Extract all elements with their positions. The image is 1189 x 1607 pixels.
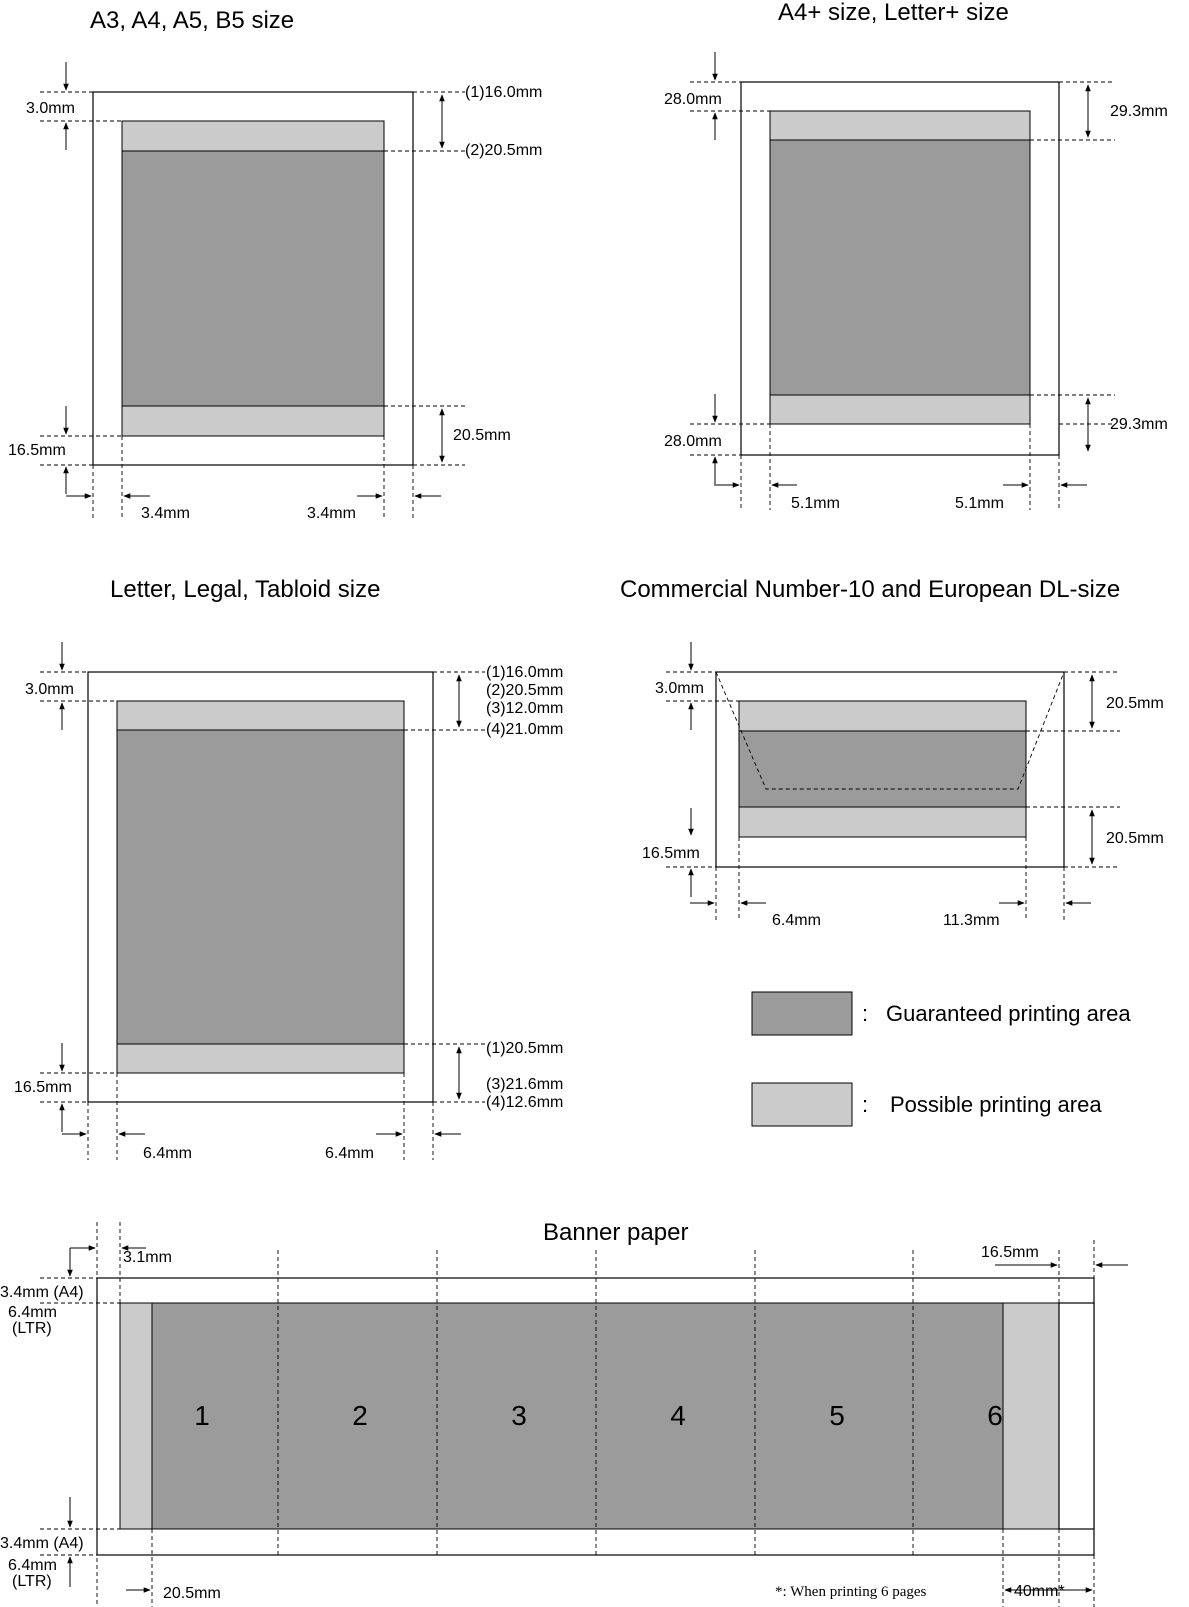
a3-top-right-label-1: (1)16.0mm	[465, 84, 542, 101]
a4plus-guaranteed	[770, 140, 1030, 395]
banner-diagram: Banner paper 3.1	[0, 1219, 1128, 1607]
letter-title: Letter, Legal, Tabloid size	[110, 576, 380, 603]
envelope-top-margin-label: 3.0mm	[655, 680, 704, 697]
a4plus-size-diagram: A4+ size, Letter+ size 28.0mm 29.3mm 28.…	[664, 0, 1168, 512]
envelope-bottom-margin-label: 16.5mm	[642, 845, 700, 862]
letter-left-side-label: 6.4mm	[143, 1145, 192, 1162]
banner-page-5: 5	[829, 1400, 845, 1431]
envelope-left-side-label: 6.4mm	[772, 912, 821, 929]
letter-bottom-margin-label: 16.5mm	[14, 1079, 72, 1096]
envelope-top-right-label: 20.5mm	[1106, 695, 1164, 712]
a4plus-possible-bottom	[770, 395, 1030, 424]
a3-title: A3, A4, A5, B5 size	[90, 7, 294, 34]
banner-blank-right	[1059, 1303, 1094, 1529]
letter-top-right-label-4: (4)21.0mm	[486, 721, 563, 738]
banner-top-ltr-label: 6.4mm	[8, 1304, 57, 1321]
letter-top-right-label-3: (3)12.0mm	[486, 700, 563, 717]
a4plus-title: A4+ size, Letter+ size	[778, 0, 1009, 26]
letter-size-diagram: Letter, Legal, Tabloid size 3.0mm (1)16.…	[14, 576, 563, 1162]
letter-bottom-right-label-3: (3)21.6mm	[486, 1076, 563, 1093]
banner-possible-right	[1003, 1303, 1059, 1529]
a4plus-top-margin-label: 28.0mm	[664, 91, 722, 108]
a3-top-right-label-2: (2)20.5mm	[465, 142, 542, 159]
banner-bottom-left-label: 20.5mm	[163, 1585, 221, 1602]
a4plus-right-side-label: 5.1mm	[955, 495, 1004, 512]
banner-title: Banner paper	[543, 1219, 688, 1246]
legend-possible-colon: :	[862, 1092, 868, 1117]
a4plus-top-right-label: 29.3mm	[1110, 103, 1168, 120]
banner-bottom-ltr-unit: (LTR)	[12, 1573, 52, 1590]
a4plus-bottom-margin-label: 28.0mm	[664, 433, 722, 450]
legend-guaranteed-label: Guaranteed printing area	[886, 1001, 1131, 1026]
envelope-bottom-right-label: 20.5mm	[1106, 830, 1164, 847]
legend: : Guaranteed printing area : Possible pr…	[752, 992, 1131, 1126]
banner-top-ltr-unit: (LTR)	[12, 1320, 52, 1337]
banner-page-4: 4	[670, 1400, 686, 1431]
a3-guaranteed	[122, 151, 384, 406]
a3-bottom-margin-label: 16.5mm	[8, 442, 66, 459]
envelope-size-diagram: Commercial Number-10 and European DL-siz…	[620, 576, 1164, 929]
legend-guaranteed-swatch	[752, 992, 852, 1035]
banner-guaranteed	[152, 1303, 1003, 1529]
a3-possible-bottom	[122, 406, 384, 436]
banner-top-a4-label: 3.4mm (A4)	[0, 1284, 84, 1301]
a3-possible-top	[122, 121, 384, 151]
letter-guaranteed	[117, 730, 404, 1044]
letter-bottom-right-label-4: (4)12.6mm	[486, 1094, 563, 1111]
a3-bottom-right-label: 20.5mm	[453, 427, 511, 444]
banner-left-margin-label: 3.1mm	[123, 1249, 172, 1266]
letter-possible-top	[117, 701, 404, 730]
banner-bottom-right-label: 40mm*	[1014, 1583, 1065, 1600]
legend-possible-label: Possible printing area	[890, 1092, 1102, 1117]
letter-bottom-right-label-1: (1)20.5mm	[486, 1040, 563, 1057]
a3-top-margin-label: 3.0mm	[26, 100, 75, 117]
a3-right-side-label: 3.4mm	[307, 505, 356, 522]
banner-possible-left	[120, 1303, 152, 1529]
envelope-possible-top	[739, 701, 1026, 731]
a4plus-left-side-label: 5.1mm	[791, 495, 840, 512]
banner-page-1: 1	[194, 1400, 210, 1431]
envelope-right-side-label: 11.3mm	[943, 912, 1000, 929]
letter-top-right-label-1: (1)16.0mm	[486, 664, 563, 681]
banner-bottom-a4-label: 3.4mm (A4)	[0, 1535, 84, 1552]
banner-page-3: 3	[511, 1400, 527, 1431]
letter-top-right-label-2: (2)20.5mm	[486, 682, 563, 699]
banner-footnote: *: When printing 6 pages	[775, 1584, 927, 1600]
banner-bottom-ltr-label: 6.4mm	[8, 1557, 57, 1574]
envelope-possible-bottom	[739, 807, 1026, 837]
banner-right-margin-label: 16.5mm	[981, 1244, 1039, 1261]
banner-page-6: 6	[987, 1400, 1003, 1431]
envelope-title: Commercial Number-10 and European DL-siz…	[620, 576, 1120, 603]
legend-guaranteed-colon: :	[862, 1001, 868, 1026]
banner-page-2: 2	[352, 1400, 368, 1431]
letter-possible-bottom	[117, 1044, 404, 1073]
envelope-guaranteed	[739, 731, 1026, 807]
legend-possible-swatch	[752, 1083, 852, 1126]
a4plus-bottom-right-label: 29.3mm	[1110, 416, 1168, 433]
letter-right-side-label: 6.4mm	[325, 1145, 374, 1162]
a4plus-possible-top	[770, 111, 1030, 140]
a3-size-diagram: A3, A4, A5, B5 size 3.0mm (1)16.0mm (2)2…	[8, 7, 542, 522]
a3-left-side-label: 3.4mm	[141, 505, 190, 522]
letter-top-margin-label: 3.0mm	[25, 681, 74, 698]
